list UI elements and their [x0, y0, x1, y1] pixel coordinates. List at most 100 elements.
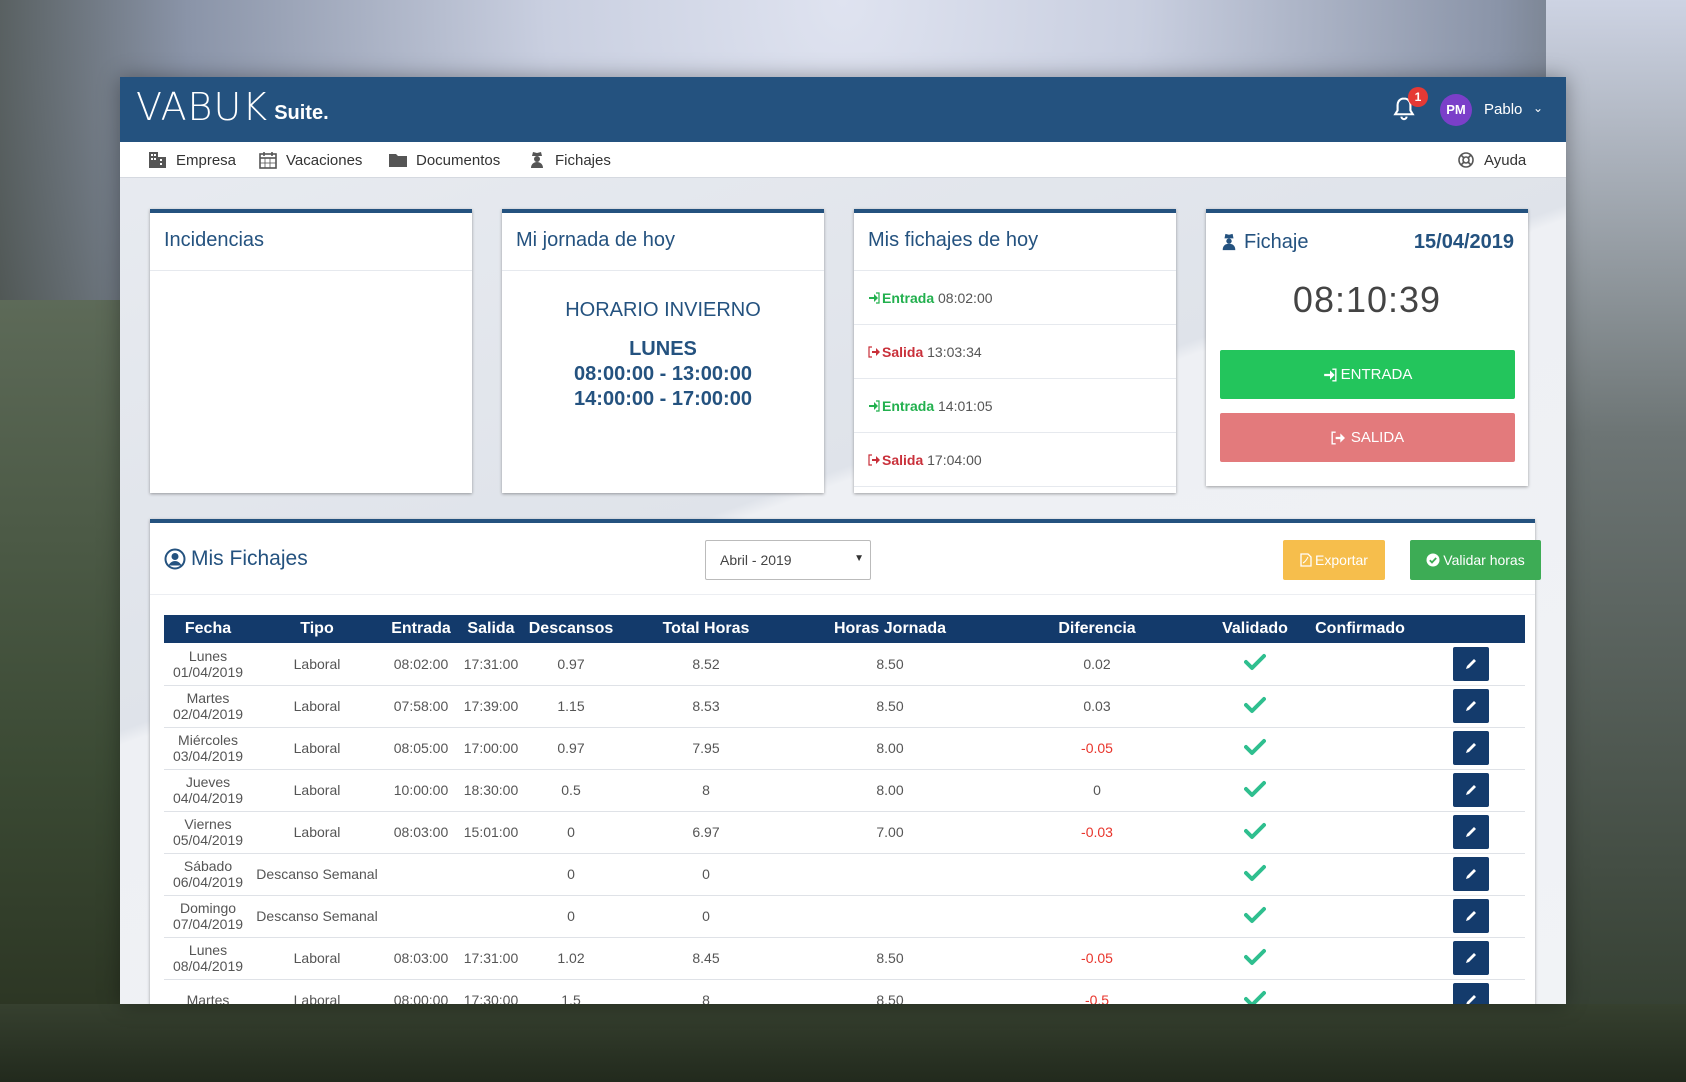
cell-dia: Jueves [185, 774, 231, 790]
cell-actions [1416, 937, 1525, 980]
sign-in-icon [869, 399, 880, 412]
column-header[interactable]: Horas Jornada [792, 615, 988, 643]
column-header[interactable]: Diferencia [988, 615, 1206, 643]
cell-descansos: 0.97 [522, 727, 620, 770]
cell-salida: 18:30:00 [460, 769, 522, 812]
export-button[interactable]: Exportar [1283, 540, 1385, 580]
edit-button[interactable] [1452, 731, 1489, 765]
cell-fecha-value: 08/04/2019 [172, 958, 244, 974]
user-circle-icon [164, 548, 186, 570]
cell-jornada: 8.50 [792, 643, 988, 686]
cell-jornada [792, 853, 988, 896]
cell-total: 7.95 [620, 727, 792, 770]
building-icon [149, 152, 166, 168]
cell-descansos: 0 [522, 895, 620, 938]
export-label: Exportar [1315, 552, 1368, 568]
validar-horas-button[interactable]: Validar horas [1410, 540, 1541, 580]
fichaje-title: Fichaje [1244, 230, 1309, 253]
entrada-button[interactable]: ENTRADA [1220, 350, 1515, 399]
cell-fecha: Domingo 07/04/2019 [164, 895, 252, 938]
cell-tipo: Laboral [252, 727, 382, 770]
cell-jornada: 8.00 [792, 727, 988, 770]
cell-entrada: 07:58:00 [382, 685, 460, 728]
edit-button[interactable] [1452, 815, 1489, 849]
card-title: Fichaje [1220, 231, 1308, 254]
salida-label: SALIDA [1350, 429, 1405, 446]
fichaje-hora: 14:01:05 [938, 397, 993, 414]
edit-button[interactable] [1452, 773, 1489, 807]
column-header[interactable]: Entrada [382, 615, 460, 643]
nav-item-vacaciones[interactable]: Vacaciones [258, 151, 362, 169]
incidencias-card: Incidencias [150, 209, 472, 493]
pencil-icon [1465, 911, 1476, 921]
cell-total: 8.53 [620, 685, 792, 728]
edit-button[interactable] [1452, 941, 1489, 975]
pencil-icon [1465, 785, 1476, 795]
column-header[interactable]: Validado [1206, 615, 1304, 643]
cell-fecha: Martes [164, 979, 252, 1004]
app-window: VABUK Suite. 1 PM Pablo ⌄ Empresa [120, 77, 1566, 1004]
logo-main: VABUK [136, 85, 269, 129]
column-header[interactable]: Salida [460, 615, 522, 643]
cell-descansos: 1.02 [522, 937, 620, 980]
cell-entrada: 08:03:00 [382, 937, 460, 980]
pencil-icon [1465, 869, 1476, 879]
avatar[interactable]: PM [1440, 94, 1472, 126]
cell-salida: 17:30:00 [460, 979, 522, 1004]
nav-item-label: Fichajes [555, 151, 611, 169]
cell-fecha: Lunes 01/04/2019 [164, 643, 252, 686]
nav-item-documentos[interactable]: Documentos [388, 151, 500, 169]
table-row: Martes Laboral 08:00:00 17:30:00 1.5 8 8.50 -0.… [164, 979, 1525, 1004]
bell-icon[interactable] [1390, 95, 1418, 123]
cell-diferencia: -0.05 [988, 937, 1206, 980]
cell-tipo: Laboral [252, 979, 382, 1004]
notification-badge[interactable]: 1 [1408, 87, 1428, 107]
month-select[interactable]: Abril - 2019 ▼ [705, 540, 871, 580]
cell-confirmado [1304, 727, 1416, 770]
pencil-icon [1465, 995, 1476, 1004]
cell-diferencia [988, 895, 1206, 938]
nav-item-label: Ayuda [1484, 151, 1527, 169]
user-name[interactable]: Pablo [1484, 101, 1523, 118]
edit-button[interactable] [1452, 857, 1489, 891]
column-header[interactable]: Descansos [522, 615, 620, 643]
nav-item-fichajes[interactable]: Fichajes [527, 151, 611, 169]
salida-button[interactable]: SALIDA [1220, 413, 1515, 462]
list-item: Entrada 08:02:00 [854, 271, 1176, 325]
cell-dia: Martes [186, 992, 230, 1004]
cell-validado [1206, 769, 1304, 812]
cell-jornada: 8.50 [792, 937, 988, 980]
cell-entrada [382, 895, 460, 938]
cell-fecha: Miércoles 03/04/2019 [164, 727, 252, 770]
cell-entrada: 08:05:00 [382, 727, 460, 770]
clock: 08:10:39 [1292, 279, 1442, 320]
cell-fecha-value: 06/04/2019 [172, 874, 244, 890]
nav-item-empresa[interactable]: Empresa [148, 151, 236, 169]
edit-button[interactable] [1452, 646, 1489, 681]
cell-descansos: 0 [522, 811, 620, 854]
column-header[interactable]: Tipo [252, 615, 382, 643]
cell-actions [1416, 853, 1525, 896]
cell-tipo: Laboral [252, 937, 382, 980]
edit-button[interactable] [1452, 689, 1489, 723]
check-icon [1244, 780, 1266, 797]
cell-actions [1416, 643, 1525, 686]
edit-button[interactable] [1452, 983, 1489, 1004]
logo[interactable]: VABUK Suite. [136, 87, 329, 127]
cell-dia: Domingo [179, 900, 237, 916]
cell-salida: 15:01:00 [460, 811, 522, 854]
fichaje-tipo: Salida [882, 343, 924, 360]
cell-confirmado [1304, 769, 1416, 812]
column-header[interactable]: Total Horas [620, 615, 792, 643]
chevron-down-icon[interactable]: ⌄ [1533, 101, 1544, 115]
edit-button[interactable] [1452, 899, 1489, 933]
user-secret-icon [1222, 233, 1236, 251]
cell-descansos: 0.97 [522, 643, 620, 686]
file-pdf-icon [1300, 553, 1312, 567]
cell-entrada: 10:00:00 [382, 769, 460, 812]
check-icon [1244, 948, 1266, 965]
nav-item-ayuda[interactable]: Ayuda [1456, 151, 1526, 169]
column-header[interactable]: Fecha [164, 615, 252, 643]
column-header[interactable]: Confirmado [1304, 615, 1416, 643]
cell-total: 8 [620, 769, 792, 812]
